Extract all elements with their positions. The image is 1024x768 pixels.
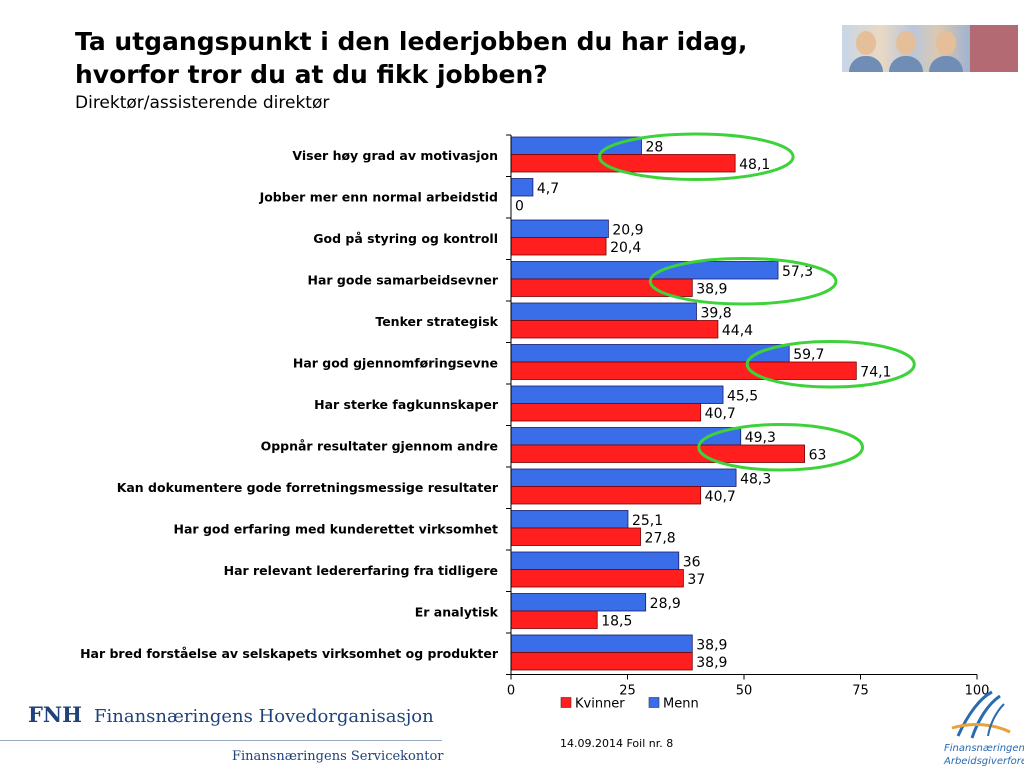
data-label-menn: 48,3 [740,472,771,488]
fnh-logo-mark: FNH [28,702,82,727]
x-tick-label: 100 [965,684,990,699]
data-label-kvinner: 48,1 [739,157,770,173]
data-label-kvinner: 44,4 [722,323,753,339]
category-label: Har relevant ledererfaring fra tidligere [224,563,498,578]
highlight-ellipse [745,340,916,389]
slide-footer: 14.09.2014 Foil nr. 8 [560,737,674,750]
category-label: Jobber mer enn normal arbeidstid [259,189,498,204]
bar-menn [510,261,779,280]
logo-divider [0,740,442,741]
x-tick-label: 25 [619,684,636,699]
bar-menn [510,510,629,529]
data-label-menn: 25,1 [632,513,663,529]
bar-kvinner [510,527,641,546]
category-label: Har god erfaring med kunderettet virksom… [174,521,498,536]
data-label-kvinner: 0 [515,199,524,215]
legend-swatch-kvinner [560,697,572,708]
data-label-menn: 38,9 [696,638,727,654]
bar-menn [510,468,737,487]
data-label-kvinner: 20,4 [610,240,641,256]
fa-logo-icon [951,690,1011,739]
data-label-menn: 36 [683,555,701,571]
bar-menn [510,219,609,238]
bar-kvinner [510,154,736,173]
data-label-menn: 59,7 [793,347,824,363]
slide-subtitle: Direktør/assisterende direktør [75,93,330,113]
bar-kvinner [510,569,684,588]
x-tick-label: 50 [736,684,753,699]
bar-kvinner [510,320,719,339]
bar-kvinner [510,444,805,463]
data-label-kvinner: 37 [687,572,705,588]
data-label-kvinner: 40,7 [705,489,736,505]
category-label: Har bred forståelse av selskapets virkso… [80,646,499,661]
data-label-kvinner: 38,9 [696,282,727,298]
bar-menn [510,634,693,653]
fa-logo-name-1: Finansnæringens [944,743,1024,754]
legend-swatch-menn [648,697,660,708]
data-label-kvinner: 40,7 [705,406,736,422]
data-label-menn: 39,8 [700,306,731,322]
header-color-block [970,25,1018,72]
legend-label-kvinner: Kvinner [575,697,625,712]
bar-menn [510,551,680,570]
data-label-menn: 49,3 [745,430,776,446]
service-office-name: Finansnæringens Servicekontor [232,749,444,764]
x-tick-label: 0 [507,684,515,699]
data-label-menn: 4,7 [537,181,559,197]
category-label: Har gode samarbeidsevner [308,272,499,287]
bar-menn [510,385,724,404]
bar-menn [510,302,697,321]
category-label: Tenker strategisk [375,314,498,329]
highlight-ellipse [648,257,838,306]
category-label: God på styring og kontroll [313,231,498,246]
bar-menn [510,136,642,155]
category-label: Har god gjennomføringsevne [293,355,498,370]
header-photo [842,25,970,72]
data-label-kvinner: 38,9 [696,655,727,671]
bar-kvinner [510,237,607,256]
bar-kvinner [510,361,857,380]
category-label: Har sterke fagkunnskaper [314,397,499,412]
data-label-kvinner: 18,5 [601,614,632,630]
bar-chart: Viser høy grad av motivasjon 28 48,1 Jobber… [80,132,990,712]
data-label-menn: 45,5 [727,389,758,405]
bar-kvinner [510,403,702,422]
legend-label-menn: Menn [663,697,699,712]
data-label-kvinner: 27,8 [645,531,676,547]
category-label: Viser høy grad av motivasjon [292,148,498,163]
data-label-kvinner: 63 [809,448,827,464]
fnh-logo-name: Finansnæringens Hovedorganisasjon [94,706,434,727]
category-label: Oppnår resultater gjennom andre [261,438,498,453]
highlight-ellipse [597,132,795,181]
data-label-menn: 57,3 [782,264,813,280]
x-tick-label: 75 [852,684,869,699]
bar-kvinner [510,652,693,671]
data-label-kvinner: 74,1 [860,365,891,381]
bar-kvinner [510,486,702,505]
data-label-menn: 28 [645,140,663,156]
fa-logo-name-2: Arbeidsgiverforening [944,756,1024,767]
bar-menn [510,178,534,197]
data-label-menn: 20,9 [612,223,643,239]
bar-menn [510,593,647,612]
data-label-menn: 28,9 [650,596,681,612]
slide-title: Ta utgangspunkt i den lederjobben du har… [75,27,748,89]
highlight-ellipse [697,423,865,472]
fa-logo-name: Finansnæringens Arbeidsgiverforening [944,742,1024,768]
bar-kvinner [510,610,598,629]
category-label: Er analytisk [415,604,499,619]
category-label: Kan dokumentere gode forretningsmessige … [117,480,499,495]
